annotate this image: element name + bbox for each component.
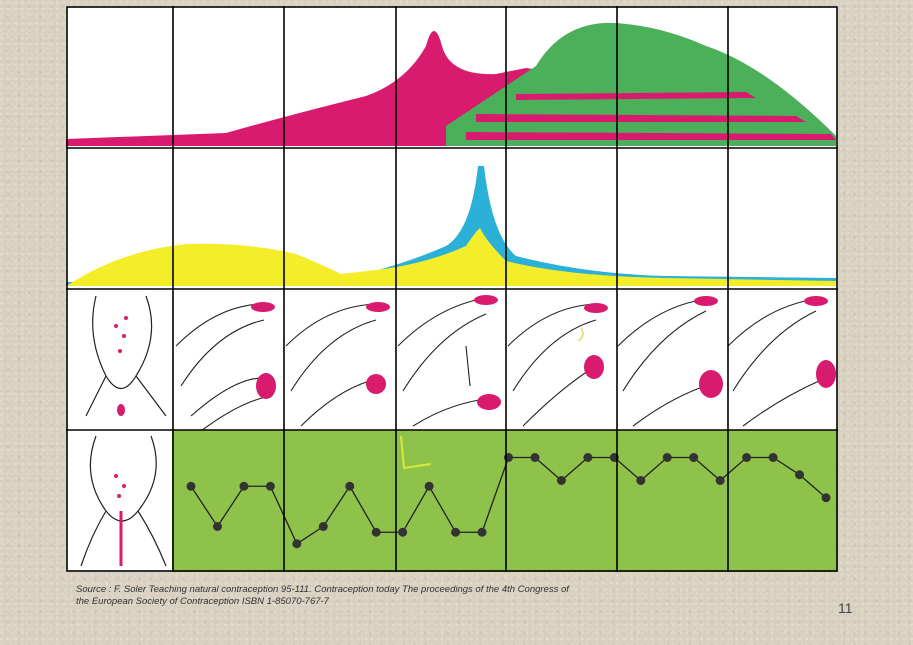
temperature-point-12: [477, 527, 487, 537]
temperature-point-6: [318, 522, 328, 531]
page-number: 11: [838, 600, 853, 616]
mucus-row: [85, 295, 836, 432]
temperature-point-4: [265, 481, 275, 491]
magenta-band-1: [516, 92, 756, 100]
finger-drawing-6: [727, 296, 836, 427]
temperature-point-14: [530, 453, 540, 462]
temperature-point-9: [398, 527, 408, 537]
source-line-1: Source : F. Soler Teaching natural contr…: [76, 584, 569, 595]
temperature-point-16: [583, 453, 593, 462]
finger-drawing-4: [507, 303, 608, 427]
temperature-point-15: [556, 476, 566, 485]
temperature-point-23: [768, 453, 778, 462]
temperature-point-5: [292, 539, 302, 549]
temperature-row: [80, 430, 838, 572]
source-line-2: the European Society of Contraception IS…: [76, 596, 329, 607]
temperature-point-20: [689, 453, 699, 462]
source-citation: Source : F. Soler Teaching natural contr…: [76, 584, 696, 608]
fallopian-mark: [400, 435, 432, 470]
temperature-point-18: [636, 476, 646, 485]
temperature-chart-background: [172, 430, 838, 572]
temperature-point-22: [742, 453, 752, 462]
hormone-curves-row: [66, 22, 836, 146]
temperature-point-10: [424, 481, 434, 491]
finger-drawing-3: [397, 295, 501, 427]
temperature-point-8: [371, 527, 381, 537]
temperature-point-24: [795, 470, 805, 480]
finger-drawing-5: [617, 296, 723, 427]
cycle-diagram: [66, 6, 838, 572]
temperature-point-19: [662, 453, 672, 462]
finger-drawing-2: [285, 302, 390, 427]
temperature-point-21: [715, 476, 725, 485]
grid-lines: [66, 6, 838, 572]
secretion-curves-row: [66, 166, 836, 286]
temperature-point-7: [345, 481, 355, 491]
magenta-band-2: [476, 114, 806, 122]
finger-drawing-1: [175, 302, 276, 432]
diagram-panel: [66, 6, 838, 572]
yellow-secretion-curve: [66, 228, 836, 286]
temperature-point-2: [212, 522, 222, 531]
cervix-drawing-top: [85, 295, 167, 417]
temperature-point-1: [186, 481, 196, 491]
temperature-point-25: [821, 493, 831, 503]
temperature-point-11: [451, 527, 461, 537]
temperature-point-3: [239, 481, 249, 491]
magenta-band-3: [466, 132, 836, 140]
cervix-drawing-bottom: [80, 435, 167, 567]
